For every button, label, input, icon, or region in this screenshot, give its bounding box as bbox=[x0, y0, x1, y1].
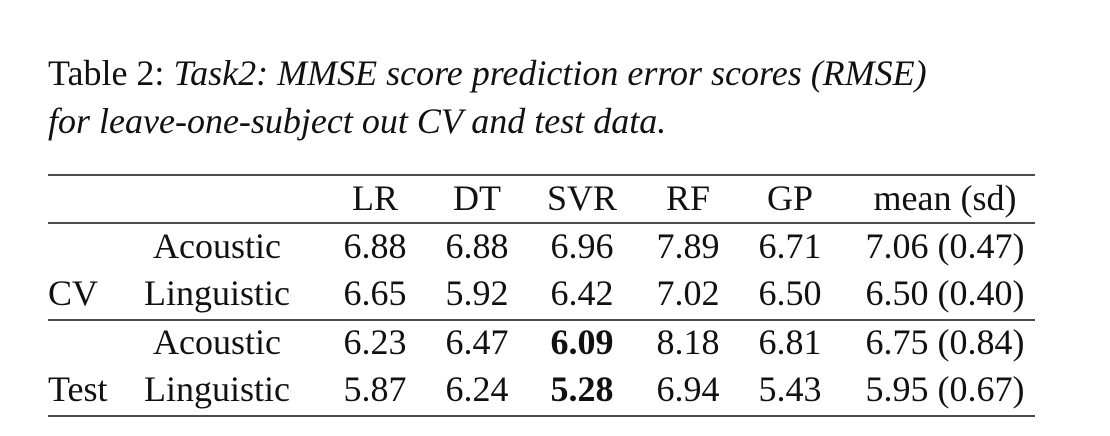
column-header: SVR bbox=[547, 178, 617, 218]
cell: 6.96 bbox=[551, 226, 614, 266]
cell: 6.65 bbox=[344, 273, 407, 313]
column-header: LR bbox=[352, 178, 398, 218]
cell: 6.75 (0.84) bbox=[866, 322, 1025, 362]
cell: 7.02 bbox=[657, 273, 720, 313]
column-header: GP bbox=[767, 178, 813, 218]
column-header: DT bbox=[453, 178, 501, 218]
cell: 6.50 bbox=[759, 273, 822, 313]
column-header: RF bbox=[666, 178, 710, 218]
cell: 6.94 bbox=[657, 369, 720, 409]
group-label: Test bbox=[48, 369, 107, 409]
caption-text: Task2: MMSE score prediction error score… bbox=[173, 53, 926, 93]
cell: 6.88 bbox=[446, 226, 509, 266]
caption-label: Table 2: bbox=[48, 53, 164, 93]
cell: 6.50 (0.40) bbox=[866, 273, 1025, 313]
cell: 6.42 bbox=[551, 273, 614, 313]
row-label: Acoustic bbox=[153, 322, 281, 362]
cell: 5.87 bbox=[344, 369, 407, 409]
cell: 8.18 bbox=[657, 322, 720, 362]
row-label: Acoustic bbox=[153, 226, 281, 266]
cell: 6.09 bbox=[551, 322, 614, 362]
row-label: Linguistic bbox=[144, 273, 290, 313]
cell: 5.95 (0.67) bbox=[866, 369, 1025, 409]
caption-line: Table 2: Task2: MMSE score prediction er… bbox=[48, 53, 927, 93]
cell: 6.24 bbox=[446, 369, 509, 409]
row-label: Linguistic bbox=[144, 369, 290, 409]
cell: 5.43 bbox=[759, 369, 822, 409]
cell: 5.28 bbox=[551, 369, 614, 409]
cell: 7.89 bbox=[657, 226, 720, 266]
cell: 6.71 bbox=[759, 226, 822, 266]
caption-text: for leave-one-subject out CV and test da… bbox=[48, 101, 666, 141]
cell: 5.92 bbox=[446, 273, 509, 313]
cell: 6.88 bbox=[344, 226, 407, 266]
cell: 6.23 bbox=[344, 322, 407, 362]
cell: 6.47 bbox=[446, 322, 509, 362]
cell: 6.81 bbox=[759, 322, 822, 362]
cell: 7.06 (0.47) bbox=[866, 226, 1025, 266]
group-label: CV bbox=[48, 273, 98, 313]
column-header: mean (sd) bbox=[874, 178, 1017, 218]
